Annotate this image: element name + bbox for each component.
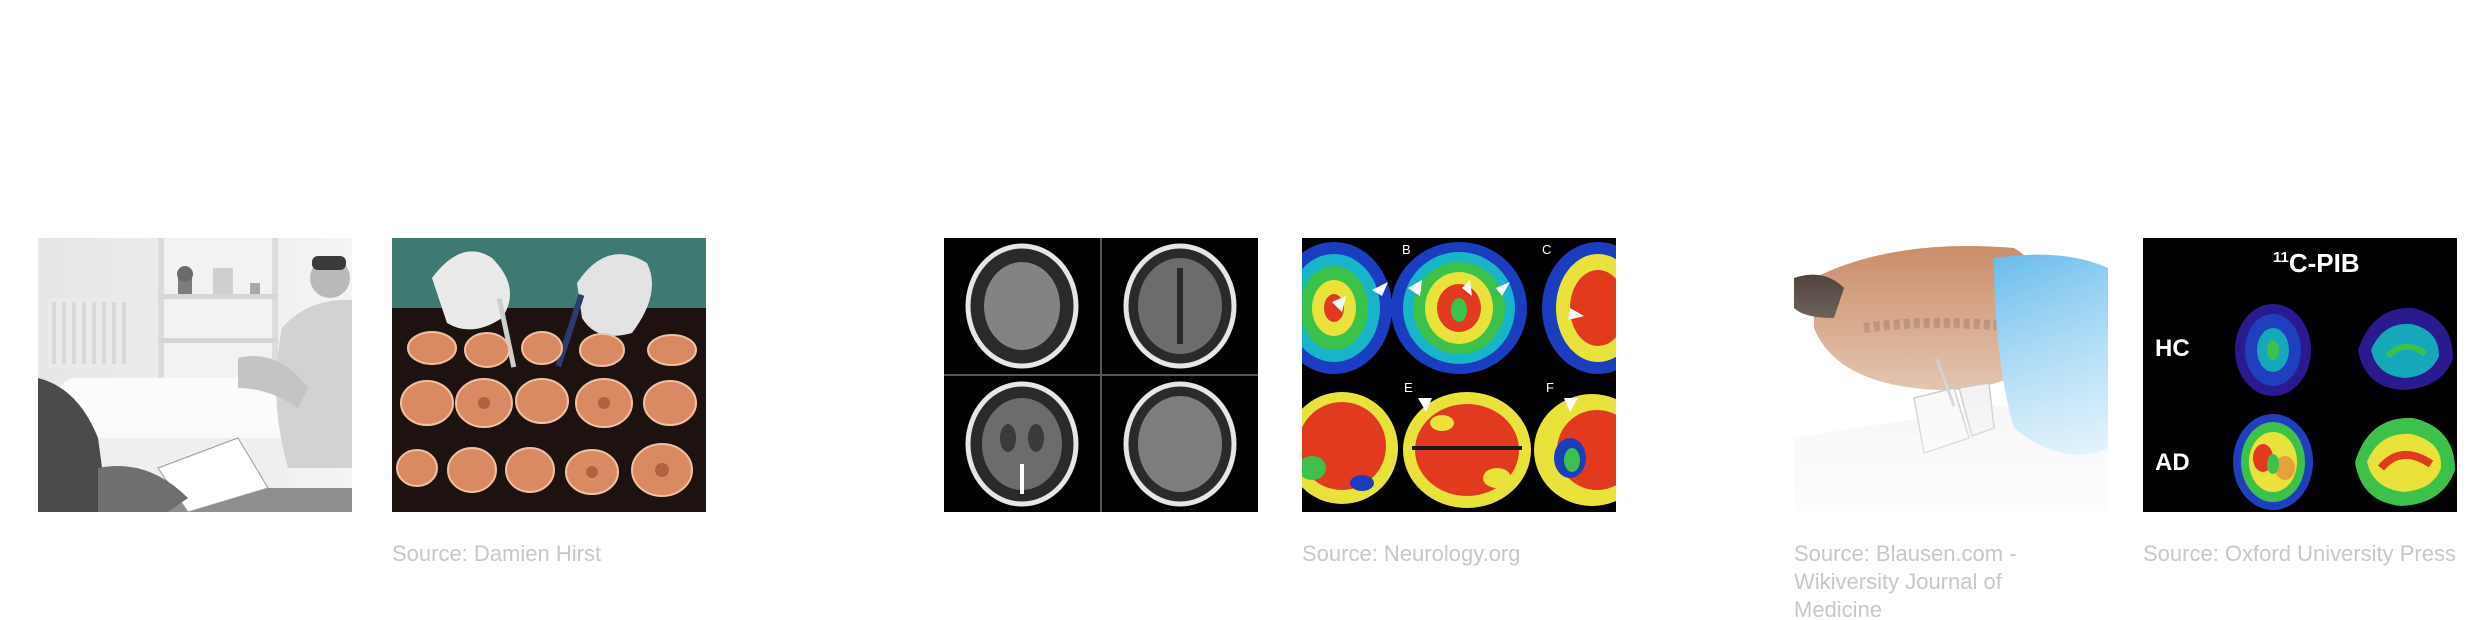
pet-scans-caption: Source: Neurology.org bbox=[1302, 541, 1521, 566]
pet-scans-image: B C E F bbox=[1302, 238, 1616, 512]
pib-scans-caption: Source: Oxford University Press bbox=[2143, 541, 2456, 566]
pet-label-c: C bbox=[1542, 242, 1551, 257]
pet-label-b: B bbox=[1402, 242, 1411, 257]
brain-slices-image bbox=[392, 238, 706, 512]
pib-row-label-hc: HC bbox=[2155, 335, 2190, 362]
pib-scans-image: 11C-PIB HC AD bbox=[2143, 238, 2457, 512]
ct-scans-image bbox=[944, 238, 1258, 512]
pib-row-label-ad: AD bbox=[2155, 449, 2190, 476]
svg-text:11C-PIB: 11C-PIB bbox=[2273, 248, 2360, 278]
pet-label-e: E bbox=[1404, 380, 1413, 395]
brain-slices-caption: Source: Damien Hirst bbox=[392, 541, 602, 566]
pib-title: C-PIB bbox=[2289, 248, 2360, 278]
lumbar-puncture-image bbox=[1794, 238, 2108, 512]
pib-title-superscript: 11 bbox=[2273, 249, 2289, 266]
pet-label-f: F bbox=[1546, 380, 1554, 395]
lumbar-puncture-caption: Source: Blausen.com - Wikiversity Journa… bbox=[1794, 541, 2017, 620]
therapy-session-image bbox=[38, 238, 352, 512]
